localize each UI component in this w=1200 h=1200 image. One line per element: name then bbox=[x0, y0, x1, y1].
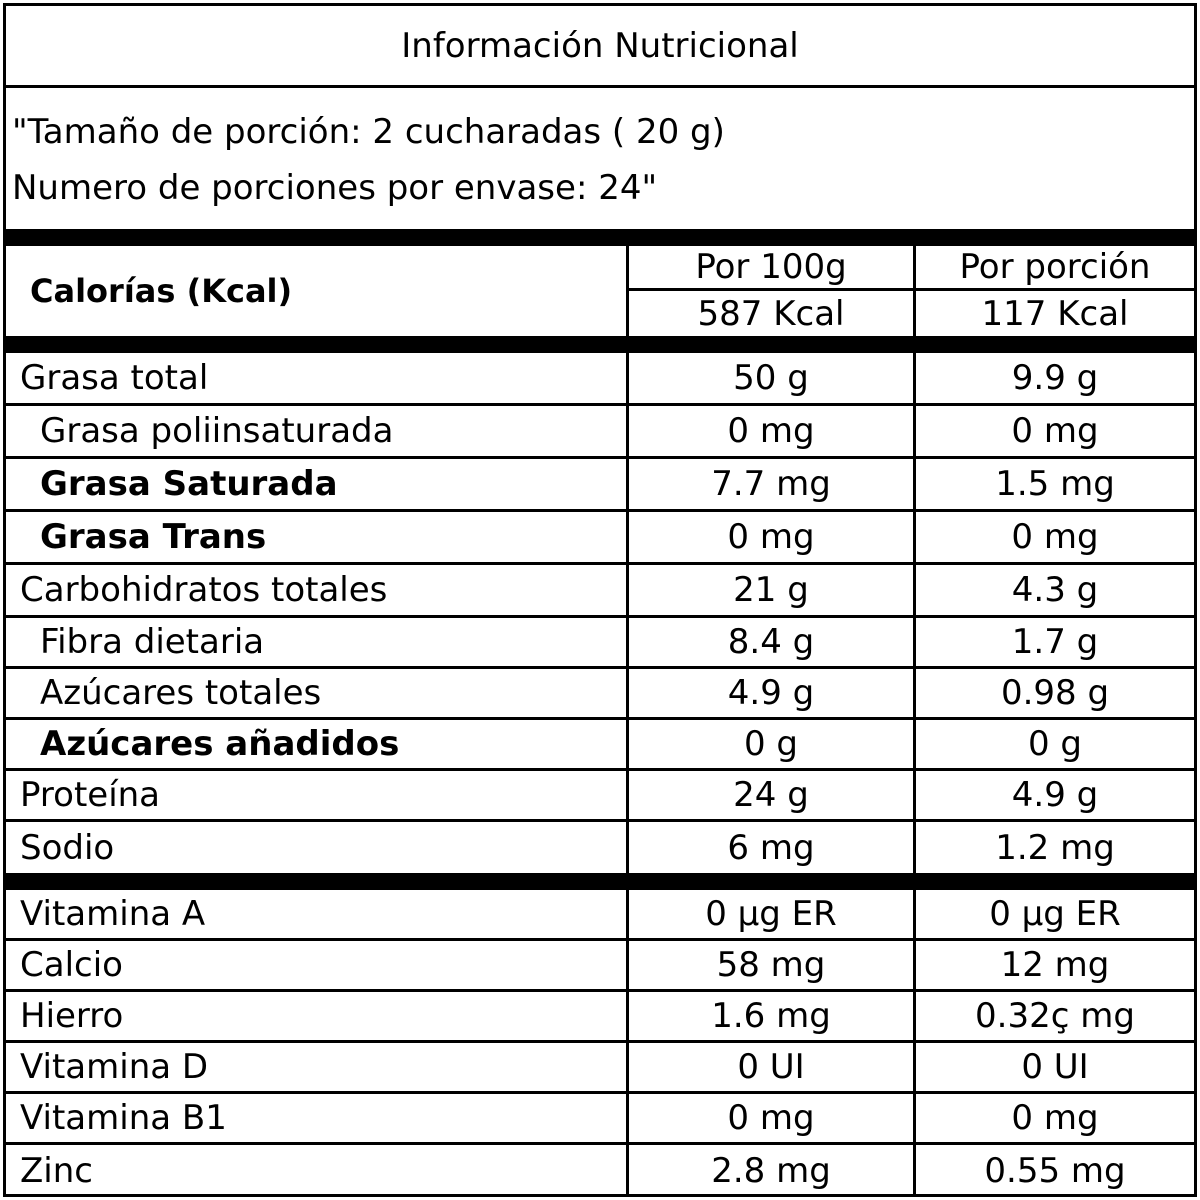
vitamin-row: Zinc 2.8 mg 0.55 mg bbox=[6, 1145, 1194, 1197]
nutrient-table: Grasa total 50 g 9.9 g Grasa poliinsaturada… bbox=[6, 353, 1194, 873]
nutrient-row: Azúcares totales 4.9 g 0.98 g bbox=[6, 669, 1194, 720]
value-per-100g: 0 mg bbox=[626, 512, 913, 562]
per-100g-header: Por 100g bbox=[629, 246, 913, 291]
nutrient-name: Zinc bbox=[20, 1151, 93, 1191]
value-per-portion: 0 g bbox=[913, 720, 1194, 768]
vitamin-row: Vitamina B1 0 mg 0 mg bbox=[6, 1094, 1194, 1145]
value-per-100g: 58 mg bbox=[626, 941, 913, 989]
value-per-portion: 1.2 mg bbox=[913, 822, 1194, 873]
nutrient-name: Vitamina D bbox=[20, 1047, 209, 1087]
value-per-portion: 0 mg bbox=[913, 1094, 1194, 1142]
value-per-100g: 0 UI bbox=[626, 1043, 913, 1091]
value-per-100g: 2.8 mg bbox=[626, 1145, 913, 1197]
value-per-100g: 21 g bbox=[626, 565, 913, 615]
nutrient-name: Sodio bbox=[20, 827, 115, 868]
calories-per-100g: 587 Kcal bbox=[697, 293, 845, 334]
label-title: Información Nutricional bbox=[6, 6, 1194, 88]
value-per-100g: 8.4 g bbox=[626, 618, 913, 666]
nutrient-row: Sodio 6 mg 1.2 mg bbox=[6, 822, 1194, 873]
nutrient-name: Azúcares totales bbox=[40, 673, 322, 713]
value-per-portion: 0 mg bbox=[913, 406, 1194, 456]
vitamin-row: Calcio 58 mg 12 mg bbox=[6, 941, 1194, 992]
vitamin-row: Vitamina A 0 µg ER 0 µg ER bbox=[6, 890, 1194, 941]
vitamin-row: Vitamina D 0 UI 0 UI bbox=[6, 1043, 1194, 1094]
nutrient-row: Carbohidratos totales 21 g 4.3 g bbox=[6, 565, 1194, 618]
value-per-portion: 4.3 g bbox=[913, 565, 1194, 615]
serving-info: "Tamaño de porción: 2 cucharadas ( 20 g)… bbox=[6, 88, 1194, 229]
value-per-portion: 0 µg ER bbox=[913, 890, 1194, 938]
nutrient-row: Grasa total 50 g 9.9 g bbox=[6, 353, 1194, 406]
value-per-portion: 9.9 g bbox=[913, 353, 1194, 403]
serving-size-text: "Tamaño de porción: 2 cucharadas ( 20 g) bbox=[12, 112, 725, 152]
value-per-100g: 0 mg bbox=[626, 406, 913, 456]
value-per-100g: 0 g bbox=[626, 720, 913, 768]
value-per-100g: 0 mg bbox=[626, 1094, 913, 1142]
nutrient-name: Calcio bbox=[20, 945, 123, 985]
thin-divider bbox=[6, 243, 1194, 246]
servings-per-container-text: Numero de porciones por envase: 24" bbox=[12, 168, 658, 208]
nutrient-name: Grasa poliinsaturada bbox=[40, 411, 394, 451]
nutrition-label: Información Nutricional "Tamaño de porci… bbox=[3, 3, 1197, 1197]
value-per-100g: 0 µg ER bbox=[626, 890, 913, 938]
nutrient-row: Grasa Trans 0 mg 0 mg bbox=[6, 512, 1194, 565]
calories-label: Calorías (Kcal) bbox=[30, 272, 293, 310]
nutrient-name: Grasa Trans bbox=[40, 517, 267, 557]
value-per-portion: 0.32ç mg bbox=[913, 992, 1194, 1040]
value-per-100g: 6 mg bbox=[626, 822, 913, 873]
nutrient-name: Grasa Saturada bbox=[40, 464, 338, 504]
nutrient-name: Carbohidratos totales bbox=[20, 570, 388, 610]
nutrient-name: Vitamina A bbox=[20, 894, 206, 934]
value-per-100g: 4.9 g bbox=[626, 669, 913, 717]
thin-divider bbox=[6, 350, 1194, 353]
thick-divider bbox=[6, 873, 1194, 887]
value-per-portion: 1.5 mg bbox=[913, 459, 1194, 509]
value-per-portion: 12 mg bbox=[913, 941, 1194, 989]
calories-row: Calorías (Kcal) Por 100g 587 Kcal Por po… bbox=[6, 246, 1194, 336]
nutrient-name: Grasa total bbox=[20, 358, 209, 398]
value-per-100g: 7.7 mg bbox=[626, 459, 913, 509]
thick-divider bbox=[6, 229, 1194, 243]
value-per-100g: 50 g bbox=[626, 353, 913, 403]
value-per-portion: 0.55 mg bbox=[913, 1145, 1194, 1197]
per-portion-header: Por porción bbox=[916, 246, 1194, 291]
nutrient-row: Fibra dietaria 8.4 g 1.7 g bbox=[6, 618, 1194, 669]
value-per-portion: 0 UI bbox=[913, 1043, 1194, 1091]
vitamin-row: Hierro 1.6 mg 0.32ç mg bbox=[6, 992, 1194, 1043]
thick-divider bbox=[6, 336, 1194, 350]
nutrient-row: Proteína 24 g 4.9 g bbox=[6, 771, 1194, 822]
vitamin-table: Vitamina A 0 µg ER 0 µg ER Calcio 58 mg 12 mg… bbox=[6, 890, 1194, 1197]
calories-per-portion: 117 Kcal bbox=[981, 293, 1129, 334]
value-per-100g: 24 g bbox=[626, 771, 913, 819]
nutrient-row: Grasa Saturada 7.7 mg 1.5 mg bbox=[6, 459, 1194, 512]
value-per-portion: 1.7 g bbox=[913, 618, 1194, 666]
thin-divider bbox=[6, 887, 1194, 890]
value-per-100g: 1.6 mg bbox=[626, 992, 913, 1040]
nutrient-name: Vitamina B1 bbox=[20, 1098, 227, 1138]
nutrient-name: Proteína bbox=[20, 775, 161, 815]
nutrient-name: Fibra dietaria bbox=[40, 622, 265, 662]
nutrient-name: Azúcares añadidos bbox=[40, 724, 400, 764]
nutrient-name: Hierro bbox=[20, 996, 124, 1036]
per-100g-column: Por 100g 587 Kcal bbox=[626, 246, 913, 336]
value-per-portion: 4.9 g bbox=[913, 771, 1194, 819]
per-portion-column: Por porción 117 Kcal bbox=[913, 246, 1194, 336]
value-per-portion: 0.98 g bbox=[913, 669, 1194, 717]
value-per-portion: 0 mg bbox=[913, 512, 1194, 562]
nutrient-row: Grasa poliinsaturada 0 mg 0 mg bbox=[6, 406, 1194, 459]
